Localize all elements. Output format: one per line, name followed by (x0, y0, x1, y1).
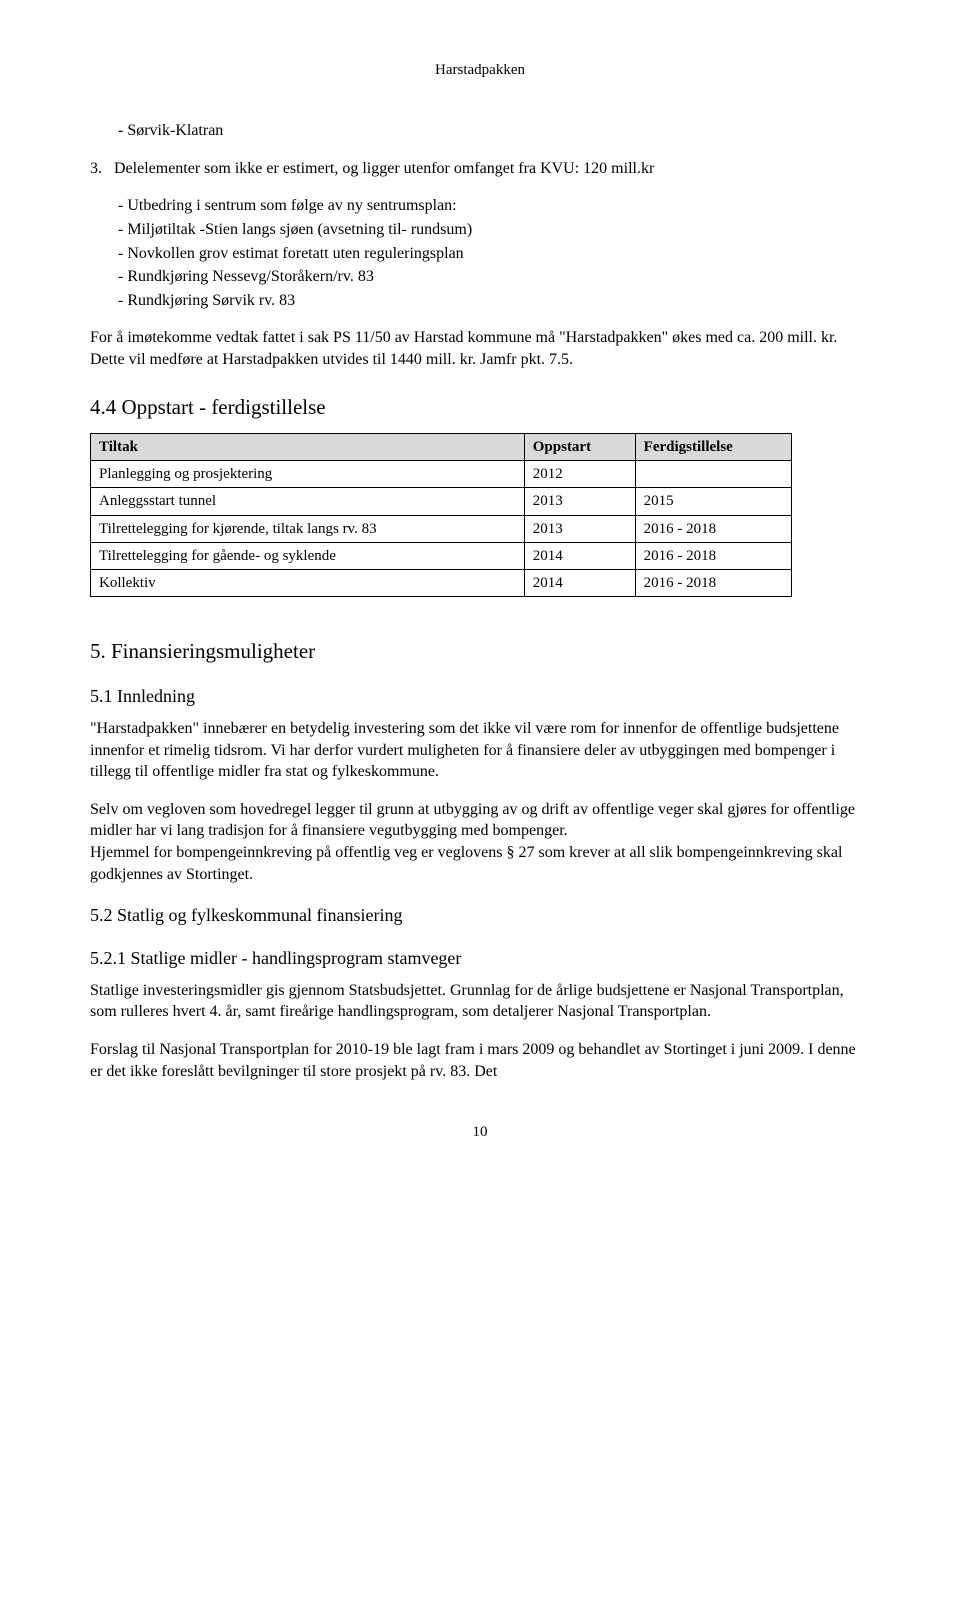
para-5-2-1-b: Forslag til Nasjonal Transportplan for 2… (90, 1039, 870, 1082)
cell: 2013 (524, 488, 635, 515)
table-row: Tilrettelegging for kjørende, tiltak lan… (91, 515, 792, 542)
cell: Tilrettelegging for kjørende, tiltak lan… (91, 515, 525, 542)
para-5-1-b: Selv om vegloven som hovedregel legger t… (90, 799, 870, 842)
bullet-sorvik: - Sørvik-Klatran (118, 120, 870, 142)
cell: 2012 (524, 461, 635, 488)
numbered-item-3: 3. Delelementer som ikke er estimert, og… (90, 158, 870, 180)
utbedring-line: - Novkollen grov estimat foretatt uten r… (118, 243, 870, 265)
utbedring-line: - Utbedring i sentrum som følge av ny se… (118, 195, 870, 217)
heading-5-1: 5.1 Innledning (90, 684, 870, 708)
table-row: Kollektiv 2014 2016 - 2018 (91, 570, 792, 597)
utbedring-line: - Miljøtiltak -Stien langs sjøen (avsetn… (118, 219, 870, 241)
cell: 2014 (524, 542, 635, 569)
running-header: Harstadpakken (90, 60, 870, 80)
table-row: Anleggsstart tunnel 2013 2015 (91, 488, 792, 515)
para-5-2-1-a: Statlige investeringsmidler gis gjennom … (90, 980, 870, 1023)
oppstart-table: Tiltak Oppstart Ferdigstillelse Planlegg… (90, 433, 792, 598)
cell: 2016 - 2018 (635, 515, 791, 542)
utbedring-line: - Rundkjøring Nessevg/Storåkern/rv. 83 (118, 266, 870, 288)
heading-5: 5. Finansieringsmuligheter (90, 637, 870, 665)
para-5-1-c: Hjemmel for bompengeinnkreving på offent… (90, 842, 870, 885)
cell: 2015 (635, 488, 791, 515)
th-oppstart: Oppstart (524, 433, 635, 460)
numbered-item-3-text: Delelementer som ikke er estimert, og li… (114, 160, 654, 177)
cell: 2014 (524, 570, 635, 597)
heading-5-2: 5.2 Statlig og fylkeskommunal finansieri… (90, 903, 870, 927)
utbedring-line: - Rundkjøring Sørvik rv. 83 (118, 290, 870, 312)
page-number: 10 (90, 1122, 870, 1142)
para-imotekomme: For å imøtekomme vedtak fattet i sak PS … (90, 327, 870, 370)
cell: Anleggsstart tunnel (91, 488, 525, 515)
para-5-1-a: "Harstadpakken" innebærer en betydelig i… (90, 718, 870, 783)
cell: Tilrettelegging for gående- og syklende (91, 542, 525, 569)
numbered-item-3-num: 3. (90, 158, 110, 180)
cell: 2016 - 2018 (635, 570, 791, 597)
cell: 2016 - 2018 (635, 542, 791, 569)
heading-5-2-1: 5.2.1 Statlige midler - handlingsprogram… (90, 946, 870, 970)
th-tiltak: Tiltak (91, 433, 525, 460)
cell (635, 461, 791, 488)
cell: Planlegging og prosjektering (91, 461, 525, 488)
cell: Kollektiv (91, 570, 525, 597)
th-ferdigstillelse: Ferdigstillelse (635, 433, 791, 460)
table-row: Tilrettelegging for gående- og syklende … (91, 542, 792, 569)
table-row: Planlegging og prosjektering 2012 (91, 461, 792, 488)
heading-4-4: 4.4 Oppstart - ferdigstillelse (90, 393, 870, 421)
utbedring-list: - Utbedring i sentrum som følge av ny se… (90, 195, 870, 311)
cell: 2013 (524, 515, 635, 542)
